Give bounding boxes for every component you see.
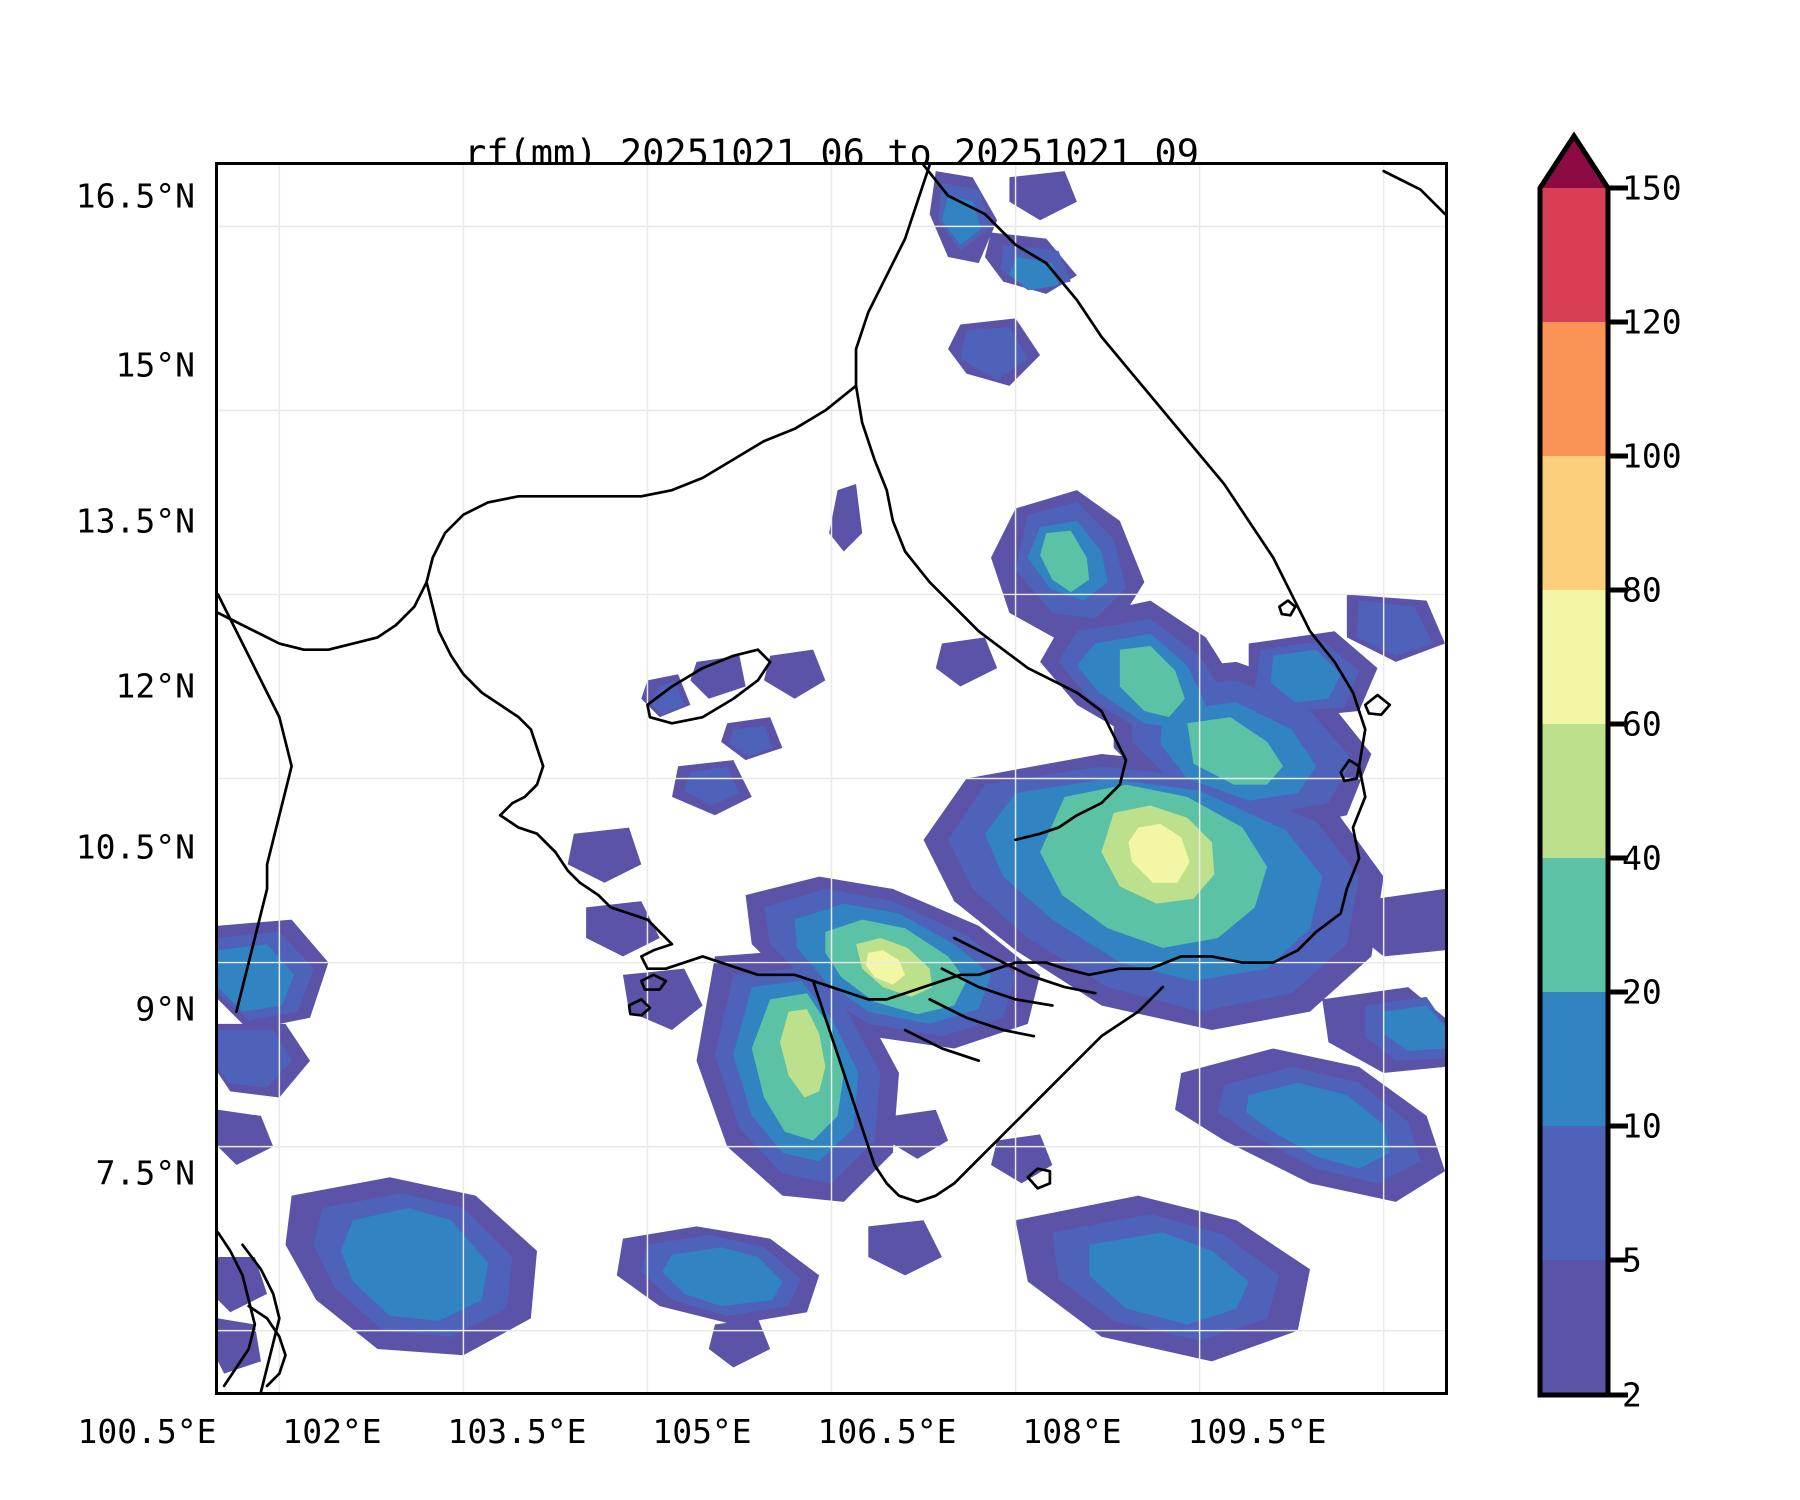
colorbar-tick-label: 80 [1622,570,1662,610]
colorbar-tick-label: 40 [1622,838,1662,878]
x-tick-text: 103.5°E [447,1412,587,1451]
colorbar-tick-label: 2 [1622,1375,1642,1415]
y-tick-label: 10.5°N [75,827,195,867]
colorbar-tick-label: 60 [1622,704,1662,744]
colorbar-tick-label: 20 [1622,972,1662,1012]
colorbar-seg-40-60 [1540,724,1608,858]
colorbar-seg-2-5 [1540,1260,1608,1395]
y-tick-label: 13.5°N [75,501,195,541]
x-tick-label: 105°E [572,1412,832,1451]
x-tick-text: 100.5°E [77,1412,217,1451]
colorbar-canvas [1537,131,1628,1398]
x-tick-label: 100.5°E [17,1412,277,1451]
x-tick-text: 108°E [1022,1412,1122,1451]
rainfall-contours [218,171,1445,1374]
y-tick-label: 9°N [135,989,195,1029]
colorbar-seg-5-10 [1540,1126,1608,1260]
x-tick-label: 103.5°E [387,1412,647,1451]
x-tick-text: 106.5°E [817,1412,957,1451]
map-canvas [218,165,1445,1392]
colorbar-extend-arrow [1540,136,1608,188]
x-tick-label: 106.5°E [757,1412,1017,1451]
colorbar-seg-10-20 [1540,992,1608,1126]
colorbar-tick-label: 5 [1622,1240,1642,1280]
x-tick-label: 108°E [942,1412,1202,1451]
y-tick-label: 12°N [115,666,195,706]
colorbar-ticks [1608,185,1628,1398]
y-tick-label: 16.5°N [75,176,195,216]
colorbar-seg-20-40 [1540,858,1608,992]
y-tick-label: 7.5°N [95,1153,195,1193]
colorbar-outline [1537,131,1611,1398]
x-tick-text: 102°E [282,1412,382,1451]
colorbar-seg-60-80 [1540,590,1608,724]
x-tick-text: 109.5°E [1187,1412,1327,1451]
colorbar-tick-label: 120 [1622,302,1682,342]
colorbar: 150 120 100 80 60 40 20 10 5 2 [1528,128,1758,1415]
x-tick-text: 105°E [652,1412,752,1451]
colorbar-seg-100-120 [1540,322,1608,456]
map-gridlines [218,165,1445,1392]
colorbar-tick-label: 10 [1622,1106,1662,1146]
colorbar-seg-80-100 [1540,456,1608,590]
x-tick-label: 102°E [202,1412,462,1451]
colorbar-segments [1540,136,1608,1395]
x-tick-label: 109.5°E [1127,1412,1387,1451]
coastline-and-borders [218,165,1445,1392]
colorbar-tick-label: 100 [1622,436,1682,476]
colorbar-seg-120-150 [1540,188,1608,322]
y-tick-label: 15°N [115,345,195,385]
map-axes [215,162,1448,1395]
colorbar-tick-label: 150 [1622,168,1682,208]
